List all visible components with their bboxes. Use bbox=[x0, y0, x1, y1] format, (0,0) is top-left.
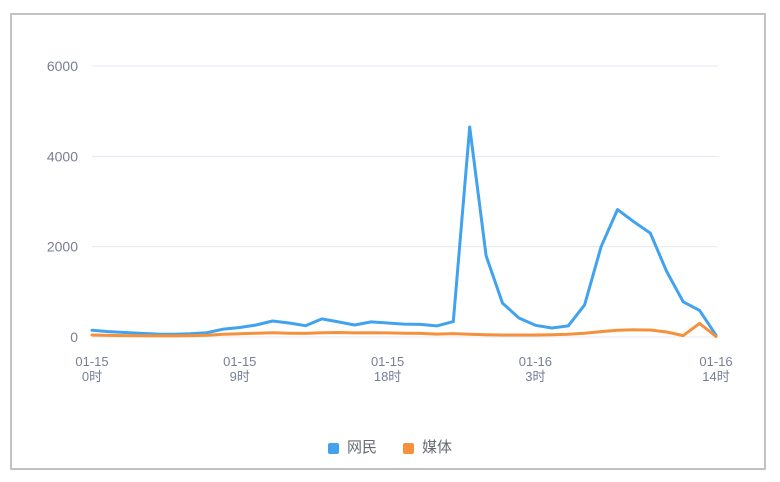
x-axis-tick-label: 01-16 14时 bbox=[699, 354, 732, 384]
series-line-netizens bbox=[90, 125, 718, 337]
legend-label: 网民 bbox=[346, 439, 377, 456]
x-axis-tick-label: 01-15 0时 bbox=[75, 354, 108, 384]
y-axis-tick-label: 0 bbox=[70, 329, 78, 345]
series-line-media bbox=[90, 321, 718, 338]
legend-item-media[interactable]: 媒体 bbox=[403, 440, 452, 456]
x-axis-tick-label: 01-16 3时 bbox=[519, 354, 552, 384]
y-axis-tick-label: 4000 bbox=[47, 148, 78, 164]
y-axis-tick-label: 2000 bbox=[47, 239, 78, 255]
x-axis-tick-label: 01-15 9时 bbox=[223, 354, 256, 384]
legend-item-netizens[interactable]: 网民 bbox=[327, 439, 377, 456]
chart-legend: 网民 媒体 bbox=[0, 440, 780, 456]
chart-frame bbox=[10, 13, 766, 470]
y-axis-tick-label: 6000 bbox=[47, 58, 78, 74]
legend-swatch-media-icon bbox=[403, 442, 414, 454]
x-axis-tick-label: 01-15 18时 bbox=[371, 354, 404, 384]
legend-swatch-netizens-icon bbox=[327, 442, 339, 454]
legend-label: 媒体 bbox=[422, 439, 453, 456]
